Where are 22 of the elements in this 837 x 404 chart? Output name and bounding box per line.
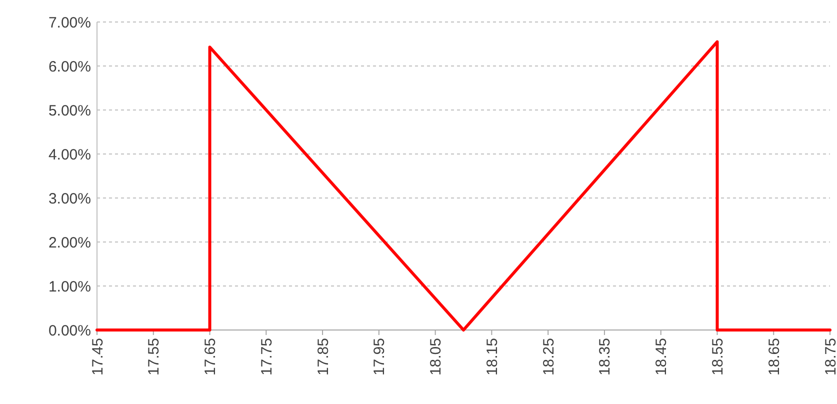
x-tick-label: 18.45 [653,338,670,376]
x-tick-label: 18.75 [822,338,837,376]
x-tick-label: 18.25 [540,338,558,376]
y-tick-label: 5.00% [48,102,91,120]
x-tick-label: 18.15 [484,338,501,376]
x-tick-label: 17.55 [146,338,163,376]
x-tick-label: 17.75 [258,338,276,376]
x-tick-label: 18.35 [596,338,614,376]
x-tick-label: 18.55 [709,338,726,376]
x-tick-label: 18.65 [766,338,783,376]
y-tick-label: 1.00% [48,278,91,296]
y-tick-label: 2.00% [48,234,91,252]
x-tick-label: 17.95 [371,338,388,376]
x-tick-label: 18.05 [428,338,445,376]
y-tick-label: 3.00% [48,190,91,208]
y-tick-label: 4.00% [48,146,91,164]
y-tick-label: 6.00% [48,58,91,76]
x-tick-label: 17.45 [89,338,106,376]
y-tick-label: 0.00% [48,322,91,340]
y-tick-label: 7.00% [48,14,91,32]
x-tick-label: 17.65 [202,338,220,376]
x-tick-label: 17.85 [314,338,332,376]
